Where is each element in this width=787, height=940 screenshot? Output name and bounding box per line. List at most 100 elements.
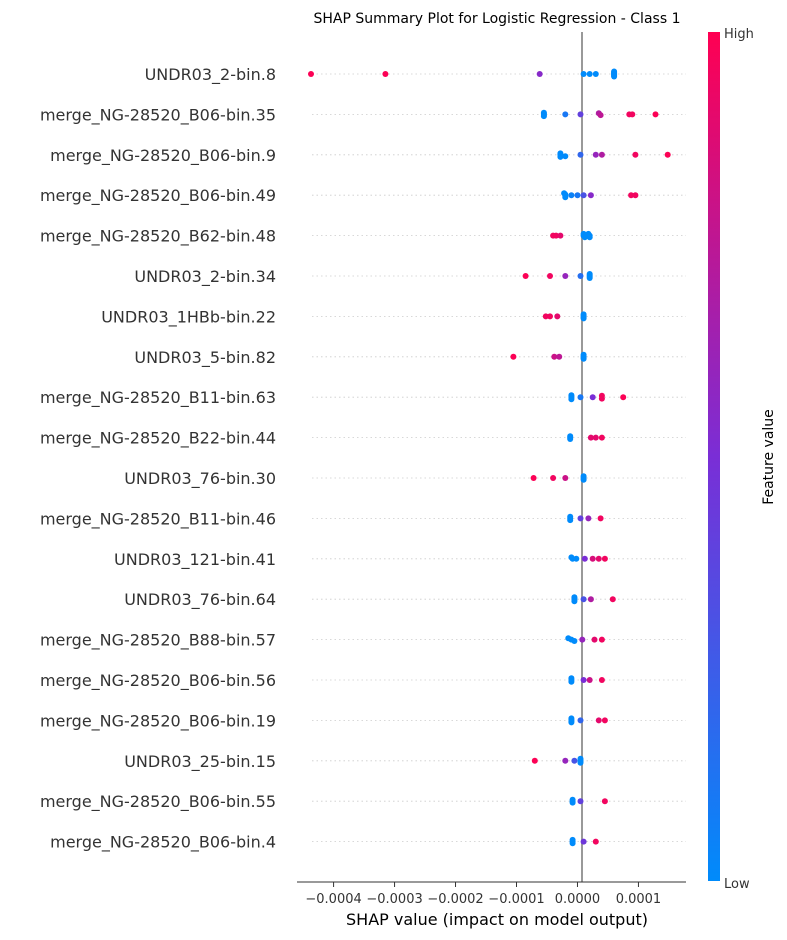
shap-point — [601, 717, 608, 724]
feature-label: UNDR03_5-bin.82 — [134, 348, 276, 368]
feature-label: UNDR03_25-bin.15 — [124, 752, 276, 772]
feature-label: merge_NG-28520_B22-bin.44 — [40, 429, 276, 449]
shap-point — [510, 353, 517, 360]
shap-point — [601, 555, 608, 562]
shap-point — [577, 798, 584, 805]
shap-point — [595, 555, 602, 562]
shap-point — [531, 757, 538, 764]
feature-label: UNDR03_76-bin.64 — [124, 590, 276, 610]
feature-label: merge_NG-28520_B11-bin.63 — [40, 388, 276, 408]
shap-point — [547, 313, 553, 320]
shap-point — [551, 353, 558, 360]
shap-point — [568, 678, 575, 685]
shap-point — [587, 192, 594, 199]
x-tick-label: −0.0003 — [366, 892, 422, 907]
shap-point — [540, 113, 547, 120]
shap-point — [547, 273, 553, 279]
shap-point — [597, 112, 604, 119]
chart-title: SHAP Summary Plot for Logistic Regressio… — [314, 11, 681, 27]
feature-label: merge_NG-28520_B06-bin.55 — [40, 792, 276, 812]
feature-label: merge_NG-28520_B62-bin.48 — [40, 227, 276, 247]
shap-point — [567, 436, 574, 442]
shap-point — [585, 515, 592, 522]
shap-point — [580, 192, 587, 199]
shap-point — [568, 396, 575, 403]
shap-point — [580, 677, 587, 683]
shap-point — [554, 313, 561, 320]
shap-point — [567, 517, 574, 524]
shap-point — [597, 515, 604, 522]
shap-point — [581, 234, 588, 241]
shap-point — [632, 192, 639, 199]
shap-point — [562, 111, 569, 118]
shap-point — [574, 192, 581, 199]
feature-label: UNDR03_121-bin.41 — [114, 550, 276, 570]
shap-point — [580, 315, 587, 322]
shap-point — [557, 232, 564, 239]
shap-point — [571, 757, 578, 764]
shap-point — [652, 111, 659, 118]
colorbar-low-label: Low — [724, 877, 750, 892]
colorbar-high-label: High — [724, 27, 754, 42]
shap-point — [577, 273, 584, 279]
feature-rows: UNDR03_2-bin.8 merge_NG-28520_B06-bin.35m… — [40, 65, 686, 853]
shap-point — [628, 192, 635, 199]
shap-point — [629, 111, 636, 118]
shap-point — [592, 151, 599, 158]
shap-point — [577, 111, 584, 118]
shap-point — [382, 71, 389, 77]
feature-label: merge_NG-28520_B11-bin.46 — [40, 509, 276, 529]
feature-label: merge_NG-28520_B06-bin.35 — [40, 105, 276, 125]
shap-point — [580, 596, 587, 603]
shap-point — [562, 475, 569, 481]
feature-label: merge_NG-28520_B06-bin.49 — [40, 186, 276, 206]
shap-point — [592, 71, 599, 77]
data-points — [308, 68, 671, 847]
shap-point — [580, 476, 587, 483]
shap-point — [308, 71, 314, 77]
shap-point — [664, 151, 671, 158]
shap-point — [598, 677, 605, 683]
shap-point — [550, 475, 557, 481]
colorbar: High Low Feature value — [708, 27, 777, 892]
shap-point — [571, 638, 578, 644]
x-axis-ticks: −0.0004 −0.0003 −0.0002 −0.0001 0.0000 0.0001 — [305, 882, 661, 907]
shap-point — [586, 234, 593, 241]
shap-point — [577, 759, 584, 766]
shap-point — [577, 394, 584, 401]
shap-point — [553, 232, 560, 239]
shap-point — [591, 636, 598, 643]
shap-point — [580, 355, 587, 362]
feature-label: merge_NG-28520_B88-bin.57 — [40, 631, 276, 651]
shap-point — [562, 757, 569, 764]
shap-point — [569, 799, 576, 806]
feature-label: merge_NG-28520_B06-bin.9 — [50, 146, 276, 166]
shap-point — [586, 677, 593, 683]
shap-point — [542, 313, 549, 320]
x-tick-label: −0.0004 — [305, 892, 361, 907]
shap-point — [577, 515, 584, 522]
feature-label: merge_NG-28520_B06-bin.19 — [40, 711, 276, 731]
shap-point — [571, 598, 578, 605]
x-tick-label: −0.0002 — [427, 892, 483, 907]
shap-point — [589, 555, 596, 562]
shap-point — [589, 394, 596, 401]
shap-point — [595, 717, 602, 724]
x-tick-label: −0.0001 — [488, 892, 544, 907]
shap-point — [580, 71, 587, 77]
x-tick-label: 0.0001 — [616, 892, 662, 907]
x-tick-label: 0.0000 — [555, 892, 601, 907]
shap-point — [562, 273, 569, 279]
shap-point — [598, 151, 605, 158]
shap-point — [592, 838, 599, 845]
feature-label: UNDR03_76-bin.30 — [124, 469, 276, 489]
shap-point — [569, 840, 576, 847]
shap-point — [586, 275, 593, 281]
shap-point — [573, 555, 580, 562]
shap-point — [601, 798, 608, 805]
shap-point — [581, 555, 588, 562]
shap-point — [577, 717, 584, 724]
shap-point — [632, 151, 639, 158]
shap-point — [562, 194, 569, 201]
x-axis-label: SHAP value (impact on model output) — [346, 910, 648, 929]
